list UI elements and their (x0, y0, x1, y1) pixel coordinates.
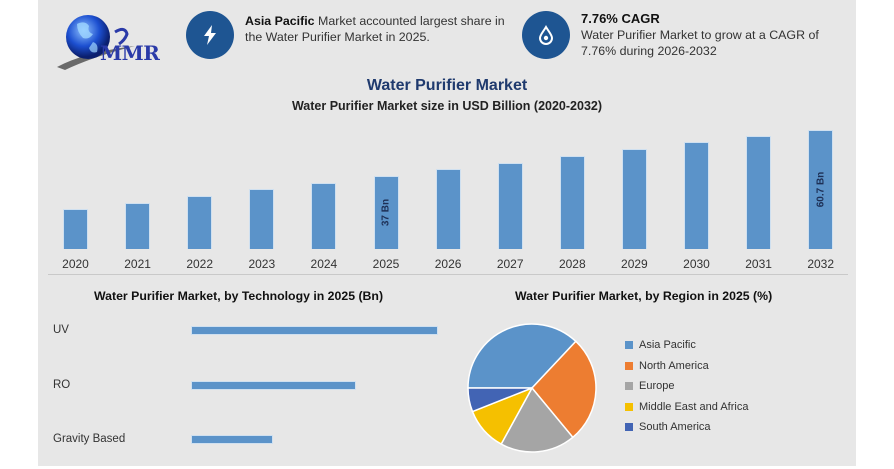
technology-chart-title: Water Purifier Market, by Technology in … (94, 289, 384, 303)
bar-data-label: 60.7 Bn (815, 171, 827, 207)
logo-text: MMR (100, 41, 160, 65)
legend-label: North America (639, 359, 709, 372)
x-tick-label: 2025 (372, 257, 400, 271)
technology-label: RO (53, 379, 71, 391)
x-tick-label: 2026 (434, 257, 462, 271)
bar-2031 (746, 136, 772, 249)
x-tick-label: 2021 (124, 257, 151, 271)
x-tick-label: 2023 (248, 257, 276, 271)
pie-slice (467, 323, 577, 389)
legend-swatch (625, 382, 633, 390)
technology-label: Gravity Based (53, 433, 126, 445)
kpi-icon-2 (522, 11, 570, 59)
legend-item: North America (625, 360, 709, 372)
water-drop-icon (538, 25, 554, 45)
bar-2026 (435, 169, 461, 249)
legend-swatch (625, 402, 633, 411)
legend-label: Asia Pacific (639, 339, 696, 351)
pie-slice (467, 387, 533, 413)
bar-2028 (559, 156, 585, 249)
kpi-text-2: 7.76% CAGR Water Purifier Market to grow… (581, 11, 831, 59)
legend-label: Europe (639, 380, 675, 392)
legend-label: South America (639, 421, 711, 433)
bar-2032 (808, 130, 834, 249)
bar-2021 (125, 203, 151, 249)
legend-item: Asia Pacific (625, 339, 696, 351)
bar-2020 (63, 209, 88, 249)
x-tick-label: 2020 (62, 257, 89, 271)
chart-subtitle: Water Purifier Market size in USD Billio… (291, 99, 603, 113)
x-axis-line (48, 274, 848, 275)
kpi-1-bold: Asia Pacific (245, 14, 315, 28)
bar-2023 (249, 189, 275, 249)
bar-2022 (187, 196, 213, 249)
legend-item: Middle East and Africa (625, 401, 748, 413)
chart-main-title: Water Purifier Market (366, 77, 528, 94)
x-tick-label: 2022 (186, 257, 214, 271)
bar-2029 (621, 149, 647, 249)
x-tick-label: 2024 (310, 257, 338, 271)
kpi-2-text: Water Purifier Market to grow at a CAGR … (581, 28, 819, 58)
kpi-1-text: Market accounted largest share in the Wa… (245, 14, 505, 44)
x-tick-label: 2027 (496, 257, 524, 271)
pie-slice (531, 340, 597, 439)
legend-label: Middle East and Africa (639, 400, 749, 413)
legend-item: South America (625, 421, 711, 433)
region-chart-title: Water Purifier Market, by Region in 2025… (515, 289, 773, 303)
bar-2024 (311, 183, 337, 249)
legend-swatch (625, 361, 633, 370)
legend-swatch (625, 423, 633, 431)
technology-bar (191, 435, 273, 444)
technology-label: UV (53, 324, 69, 336)
legend-swatch (625, 341, 633, 349)
kpi-icon-1 (186, 11, 234, 59)
x-tick-label: 2032 (807, 257, 835, 271)
x-tick-label: 2031 (745, 257, 772, 271)
kpi-text-1: Asia Pacific Market accounted largest sh… (245, 13, 515, 45)
mmr-logo (55, 12, 165, 70)
lightning-bolt-icon (204, 25, 216, 45)
bar-data-label: 37 Bn (380, 198, 392, 226)
globe-icon (57, 15, 135, 70)
pie-slice (500, 386, 574, 453)
x-tick-label: 2030 (683, 257, 710, 271)
legend-item: Europe (625, 380, 674, 392)
region-pie-chart (467, 323, 597, 453)
x-tick-label: 2029 (621, 257, 648, 271)
bar-2025 (373, 176, 399, 249)
technology-bar (191, 381, 356, 390)
bar-2027 (497, 163, 523, 249)
kpi-2-title: 7.76% CAGR (581, 11, 660, 26)
bar-2030 (684, 142, 709, 249)
technology-bar (191, 326, 438, 335)
x-tick-label: 2028 (558, 257, 586, 271)
